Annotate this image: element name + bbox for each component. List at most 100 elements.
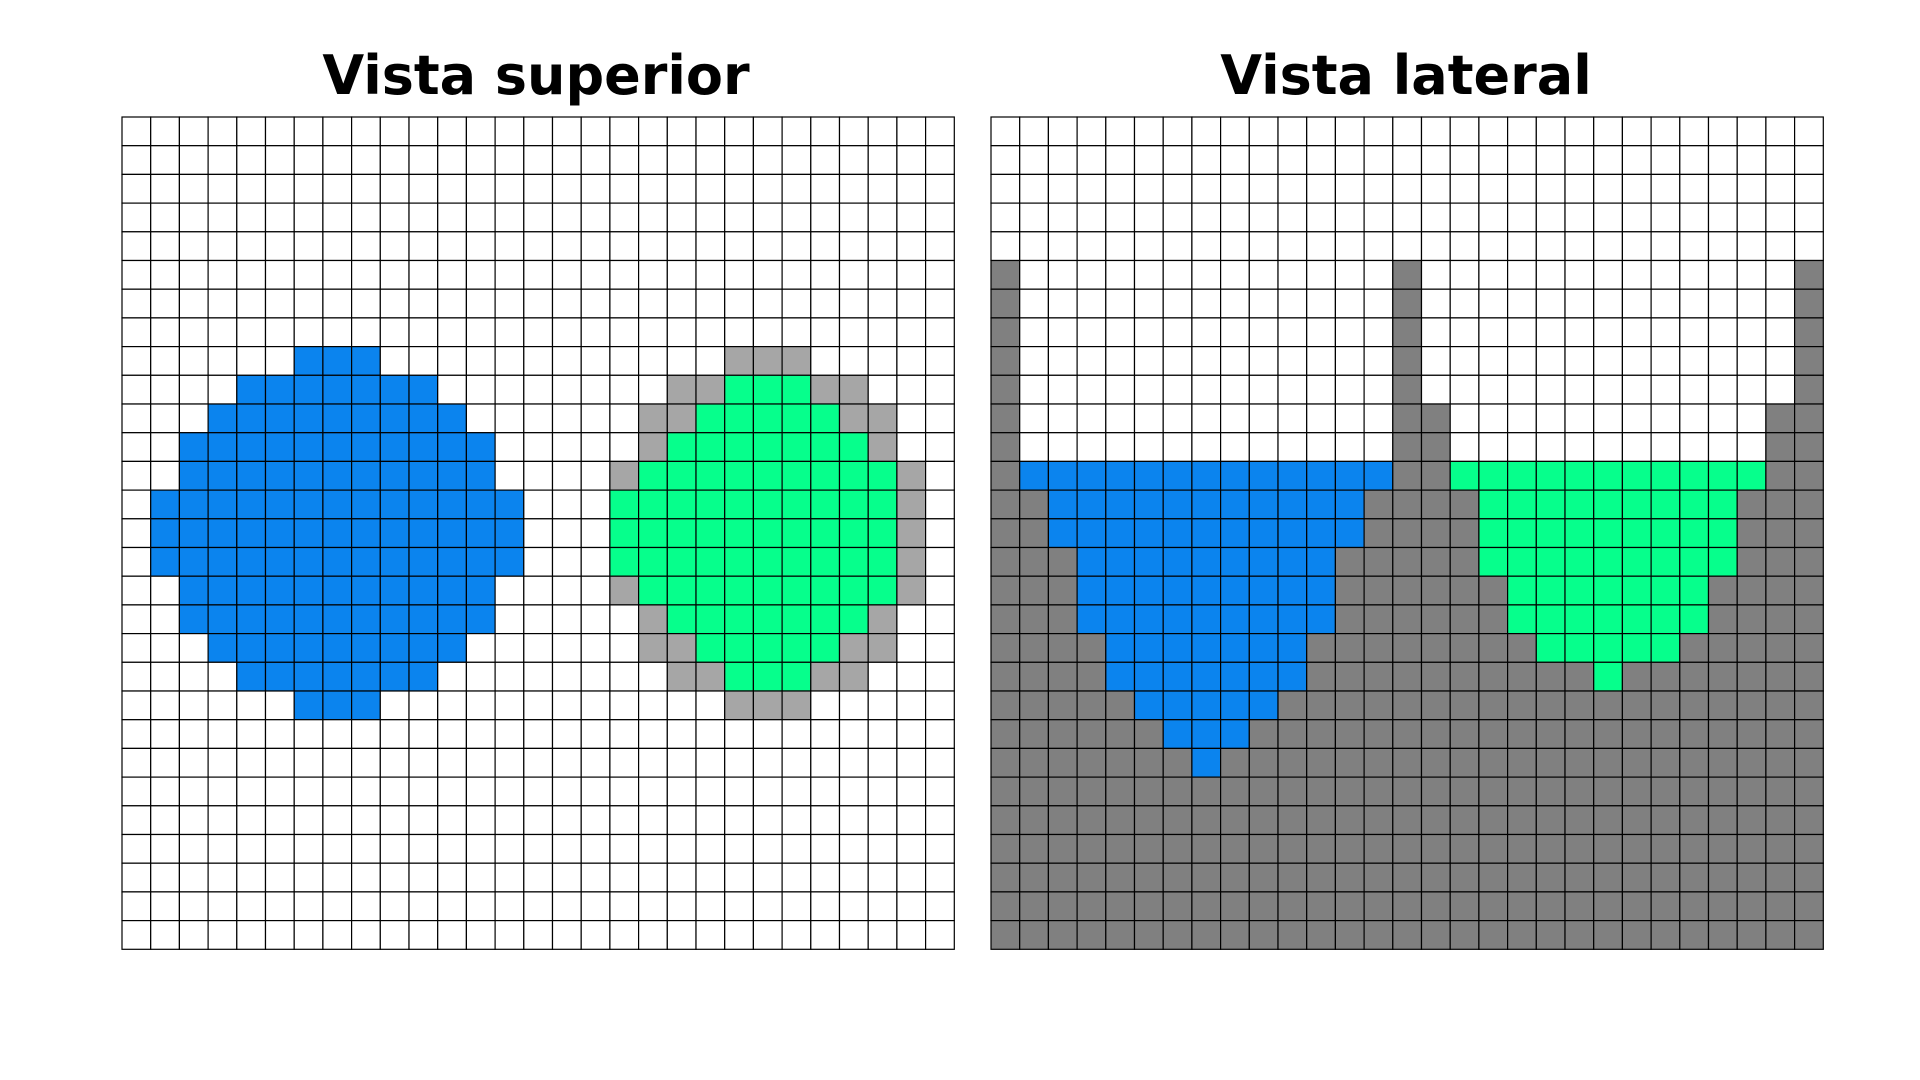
top-view-cell-empty bbox=[322, 862, 353, 893]
side-view-cell-empty bbox=[1765, 259, 1796, 290]
side-view-cell-blue bbox=[1076, 575, 1107, 606]
side-view-cell-empty bbox=[1248, 173, 1279, 204]
top-view-cell-empty bbox=[150, 690, 181, 721]
top-view-cell-empty bbox=[236, 259, 267, 290]
side-view-cell-blue bbox=[1248, 489, 1279, 520]
side-view-cell-green bbox=[1621, 546, 1652, 577]
top-view-cell-empty bbox=[121, 259, 152, 290]
side-view-cell-empty bbox=[1478, 403, 1509, 434]
top-view-cell-empty bbox=[924, 259, 955, 290]
top-view-cell-empty bbox=[609, 862, 640, 893]
top-view-cell-empty bbox=[494, 604, 525, 635]
top-view-cell-green bbox=[781, 575, 812, 606]
side-view-cell-dark-gray bbox=[1765, 489, 1796, 520]
side-view-cell-dark-gray bbox=[1707, 805, 1738, 836]
top-view-cell-blue bbox=[408, 403, 439, 434]
side-view-cell-blue bbox=[1076, 489, 1107, 520]
top-view-cell-empty bbox=[437, 661, 468, 692]
side-view-cell-dark-gray bbox=[1765, 460, 1796, 491]
side-view-cell-empty bbox=[1191, 288, 1222, 319]
side-view-cell-dark-gray bbox=[1765, 403, 1796, 434]
side-view-cell-blue bbox=[1220, 632, 1250, 663]
top-view-cell-empty bbox=[322, 747, 353, 778]
top-view-cell-empty bbox=[724, 805, 755, 836]
side-view-cell-dark-gray bbox=[1392, 259, 1423, 290]
top-view-cell-empty bbox=[551, 719, 582, 750]
side-view-cell-empty bbox=[1593, 403, 1624, 434]
side-view-cell-dark-gray bbox=[1736, 518, 1767, 549]
top-view-cell-empty bbox=[264, 919, 295, 950]
side-view-cell-empty bbox=[1047, 231, 1078, 262]
side-view-cell-empty bbox=[1162, 231, 1193, 262]
top-view-cell-green bbox=[695, 403, 726, 434]
side-view-cell-green bbox=[1593, 489, 1624, 520]
side-view-cell-dark-gray bbox=[1047, 919, 1078, 950]
top-view-cell-empty bbox=[523, 317, 554, 348]
top-view-cell-green bbox=[666, 604, 697, 635]
side-view-cell-blue bbox=[1047, 460, 1078, 491]
top-view-cell-empty bbox=[609, 747, 640, 778]
top-view-cell-empty bbox=[322, 891, 353, 922]
top-view-cell-blue bbox=[264, 432, 295, 463]
side-view-cell-empty bbox=[1506, 173, 1537, 204]
top-view-cell-empty bbox=[437, 116, 468, 147]
side-view-cell-blue bbox=[1248, 604, 1279, 635]
top-view-cell-empty bbox=[437, 374, 468, 405]
side-view-cell-empty bbox=[1277, 145, 1308, 176]
top-view-cell-empty bbox=[465, 317, 496, 348]
side-view-cell-empty bbox=[1736, 288, 1767, 319]
side-view-cell-empty bbox=[1478, 288, 1509, 319]
top-view-cell-empty bbox=[551, 460, 582, 491]
top-view-cell-blue bbox=[437, 460, 468, 491]
side-view-cell-dark-gray bbox=[1535, 891, 1566, 922]
top-view-cell-empty bbox=[810, 259, 841, 290]
side-view-cell-dark-gray bbox=[1162, 776, 1193, 807]
side-view-cell-empty bbox=[1334, 231, 1365, 262]
top-view-cell-empty bbox=[867, 805, 898, 836]
top-view-cell-empty bbox=[666, 346, 697, 376]
side-view-cell-dark-gray bbox=[1076, 776, 1107, 807]
side-view-cell-empty bbox=[1478, 259, 1509, 290]
side-view-cell-empty bbox=[1133, 317, 1164, 348]
top-view-cell-empty bbox=[264, 862, 295, 893]
top-view-cell-green bbox=[781, 661, 812, 692]
side-view-cell-green bbox=[1650, 632, 1681, 663]
top-view-cell-blue bbox=[178, 432, 209, 463]
side-view-cell-blue bbox=[1162, 460, 1193, 491]
side-view-cell-dark-gray bbox=[1621, 719, 1652, 750]
side-view-cell-dark-gray bbox=[1248, 891, 1279, 922]
top-view-cell-green bbox=[695, 518, 726, 549]
side-view-cell-blue bbox=[1047, 489, 1078, 520]
top-view-cell-blue bbox=[408, 604, 439, 635]
top-view-cell-blue bbox=[293, 403, 324, 434]
side-view-cell-empty bbox=[1765, 145, 1796, 176]
top-view-cell-empty bbox=[551, 690, 582, 721]
top-view-cell-empty bbox=[551, 346, 582, 376]
top-view-cell-empty bbox=[810, 805, 841, 836]
top-view-cell-empty bbox=[494, 145, 525, 176]
side-view-cell-empty bbox=[1650, 202, 1681, 233]
top-view-cell-green bbox=[724, 546, 755, 577]
side-view-cell-dark-gray bbox=[1478, 632, 1509, 663]
side-view-cell-empty bbox=[1047, 403, 1078, 434]
side-view-cell-empty bbox=[1277, 346, 1308, 376]
side-view-cell-dark-gray bbox=[1793, 489, 1824, 520]
side-view-cell-dark-gray bbox=[1191, 862, 1222, 893]
top-view-cell-empty bbox=[810, 719, 841, 750]
side-view-cell-dark-gray bbox=[1679, 747, 1710, 778]
side-view-cell-dark-gray bbox=[1363, 776, 1394, 807]
top-view-cell-empty bbox=[609, 604, 640, 635]
top-view-cell-empty bbox=[924, 805, 955, 836]
top-view-cell-blue bbox=[293, 575, 324, 606]
side-view-cell-empty bbox=[1420, 231, 1451, 262]
side-view-cell-dark-gray bbox=[1133, 805, 1164, 836]
side-view-cell-dark-gray bbox=[1392, 747, 1423, 778]
top-view-cell-empty bbox=[924, 460, 955, 491]
top-view-cell-blue bbox=[437, 432, 468, 463]
top-view-cell-empty bbox=[609, 661, 640, 692]
top-view-cell-empty bbox=[896, 776, 927, 807]
side-view-cell-dark-gray bbox=[1679, 632, 1710, 663]
top-view-cell-empty bbox=[351, 145, 381, 176]
side-view-cell-dark-gray bbox=[1306, 862, 1337, 893]
side-view-cell-empty bbox=[1478, 432, 1509, 463]
